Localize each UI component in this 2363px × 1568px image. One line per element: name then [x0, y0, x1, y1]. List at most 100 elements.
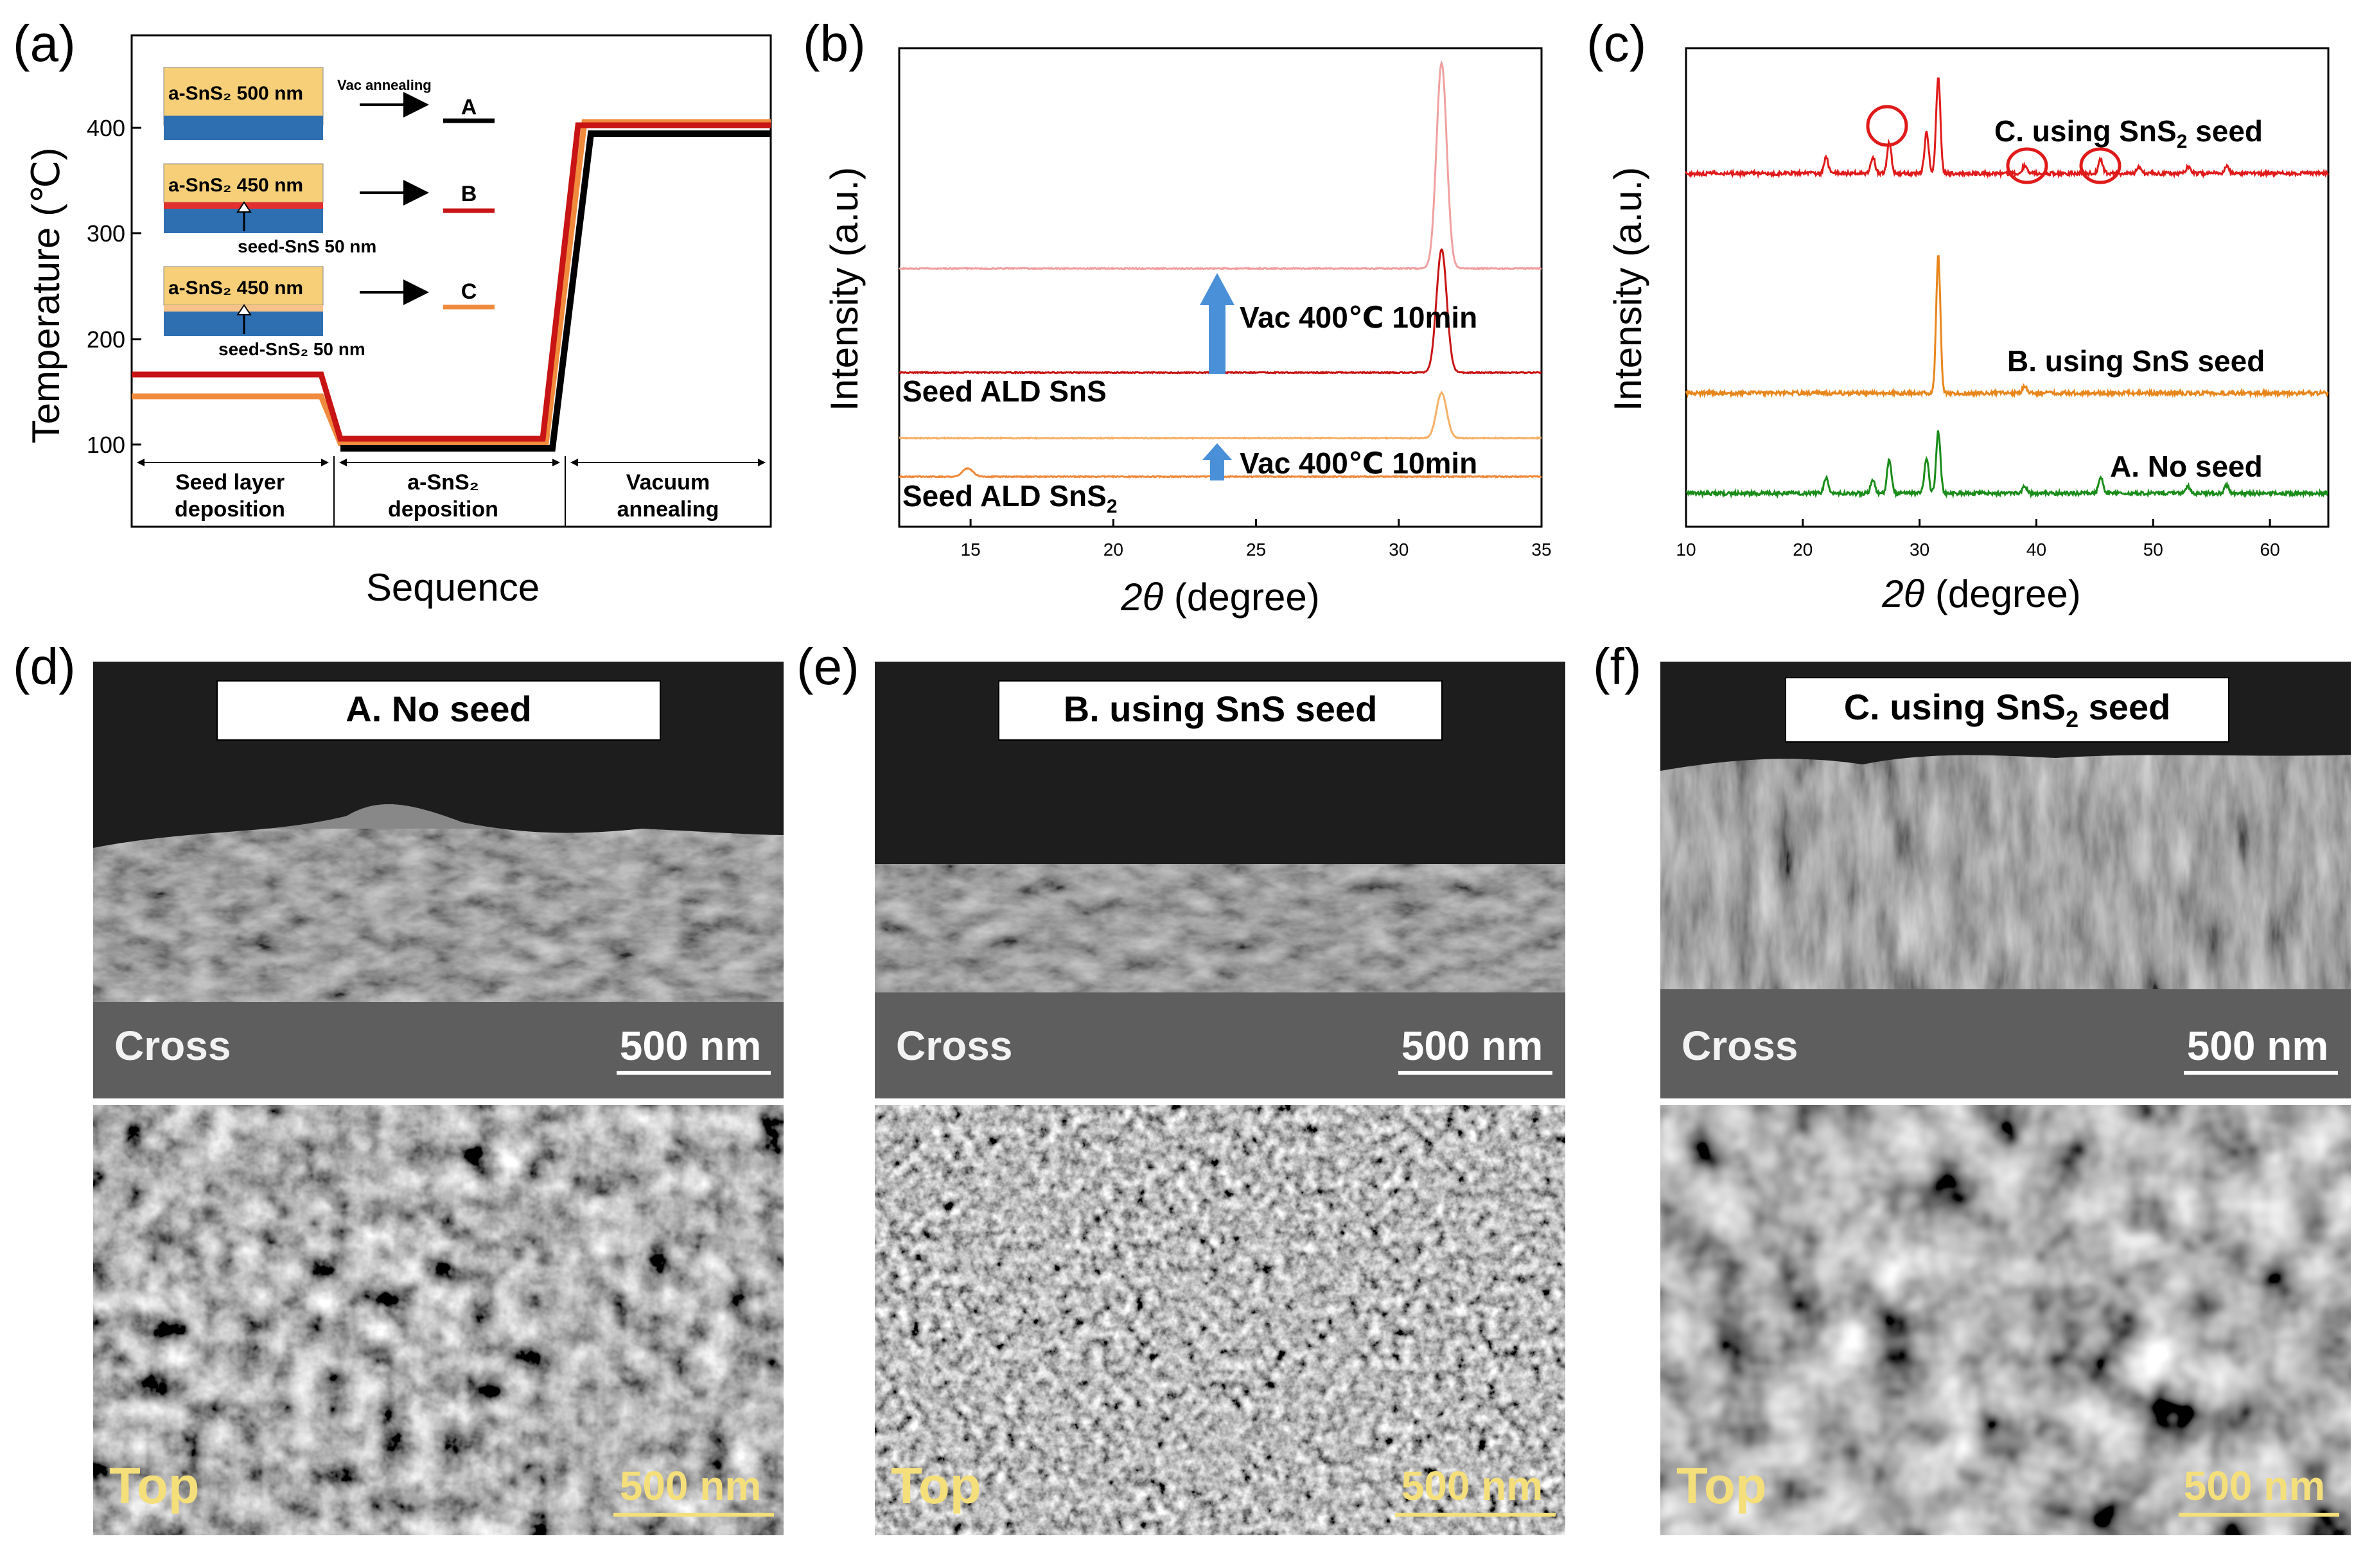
scale-text-cross: 500 nm — [620, 1023, 762, 1069]
panel-e-label: (e) — [796, 638, 859, 695]
vac-label-top: Vac 400℃ 10min — [1240, 301, 1477, 334]
sample-seed-label: seed-SnS₂ 50 nm — [218, 339, 365, 359]
panel-d-sem-no-seed: (d) A. No seed Cross 500 nm Top 500 nm — [13, 638, 784, 1535]
top-view-image — [1660, 1105, 2351, 1535]
panel-c-ylabel: Intensity (a.u.) — [1606, 167, 1649, 411]
panel-c-xaxis: 10 20 30 40 50 60 — [1676, 519, 2280, 559]
seed-sns-label: Seed ALD SnS — [902, 374, 1107, 408]
cross-label: Cross — [896, 1023, 1012, 1069]
profile-line-c — [132, 119, 771, 446]
sample-stack-b: a-SnS₂ 450 nm seed-SnS 50 nm B — [163, 163, 495, 256]
annealing-arrow-bottom — [1202, 443, 1232, 480]
xtick-label: 20 — [1103, 540, 1123, 559]
panel-b-ylabel: Intensity (a.u.) — [823, 167, 866, 411]
inset-note: Vac annealing — [337, 77, 432, 93]
sample-stack-a: a-SnS₂ 500 nm A — [163, 67, 495, 140]
panel-b-label: (b) — [803, 15, 866, 72]
panel-a-ytick-label: 100 — [87, 432, 125, 458]
series-label-b: B. using SnS seed — [2007, 344, 2265, 378]
panel-a-temperature-sequence: (a) Temperature (℃) Sequence 400 300 200… — [13, 15, 772, 609]
vac-label-bottom: Vac 400℃ 10min — [1240, 446, 1477, 480]
profile-line-b — [132, 122, 771, 442]
scale-text-top: 500 nm — [2184, 1463, 2326, 1509]
series-line — [899, 391, 1542, 441]
panel-c-label: (c) — [1586, 15, 1646, 72]
xtick-label: 40 — [2026, 540, 2046, 559]
top-label: Top — [1676, 1457, 1767, 1514]
scale-text-top: 500 nm — [1401, 1463, 1543, 1509]
profile-line-a — [340, 130, 771, 452]
panel-a-yticks: 400 300 200 100 — [87, 115, 141, 458]
panel-a-xlabel: Sequence — [366, 566, 540, 609]
xtick-label: 30 — [1389, 540, 1409, 559]
panel-c-traces — [1685, 77, 2330, 499]
series-line — [899, 60, 1542, 271]
series-line — [1685, 77, 2330, 179]
panel-b-xlabel: 2θ (degree) — [1120, 576, 1319, 619]
sample-letter: C — [461, 279, 477, 304]
stage-label: Seed layer — [175, 470, 285, 495]
stage-label: Vacuum — [626, 470, 710, 495]
series-line — [1685, 430, 2329, 499]
sample-stack-c: a-SnS₂ 450 nm seed-SnS₂ 50 nm C — [163, 266, 495, 359]
scale-text-cross: 500 nm — [2187, 1023, 2329, 1069]
stage-label: deposition — [175, 497, 285, 522]
sample-title: A. No seed — [346, 689, 531, 729]
title-box — [998, 680, 1443, 741]
xtick-label: 15 — [961, 540, 981, 559]
panel-a-label: (a) — [13, 15, 76, 72]
panel-b-plot-frame — [898, 47, 1543, 528]
sample-letter: A — [461, 95, 477, 119]
panel-a-ytick-label: 400 — [87, 115, 125, 141]
stage-label: deposition — [388, 497, 498, 522]
sample-structure-inset: Vac annealing a-SnS₂ 500 nm A a-SnS₂ 450… — [163, 67, 495, 359]
series-line — [1685, 255, 2329, 399]
stage-label: a-SnS₂ — [407, 470, 479, 495]
top-view-image — [875, 1105, 1565, 1535]
series-label-c: C. using SnS2 seed — [1994, 114, 2263, 152]
panel-a-ylabel: Temperature (℃) — [24, 148, 67, 444]
xtick-label: 60 — [2260, 540, 2280, 559]
panel-f-label: (f) — [1593, 638, 1642, 695]
xtick-label: 10 — [1676, 540, 1696, 559]
sample-seed-label: seed-SnS 50 nm — [238, 236, 376, 256]
scale-text-cross: 500 nm — [1401, 1023, 1543, 1069]
panel-b-traces — [898, 60, 1542, 479]
sample-letter: B — [461, 182, 477, 206]
annealing-arrow-top — [1200, 273, 1234, 374]
xtick-label: 50 — [2143, 540, 2163, 559]
cross-section-image — [1660, 662, 2351, 1098]
cross-label: Cross — [1682, 1023, 1798, 1069]
panel-a-plot-frame — [130, 34, 772, 528]
panel-b-xaxis: 15 20 25 30 35 — [961, 519, 1552, 559]
panel-f-sem-sns2-seed: (f) C. using SnS2 seed Cross 500 nm Top … — [1593, 638, 2351, 1535]
title-box — [216, 680, 661, 741]
panel-a-ytick-label: 300 — [87, 220, 125, 247]
sample-film-label: a-SnS₂ 450 nm — [168, 175, 303, 196]
xtick-label: 25 — [1246, 540, 1266, 559]
panel-d-label: (d) — [13, 638, 76, 695]
xtick-label: 20 — [1793, 540, 1813, 559]
panel-b-xrd-seed: (b) Intensity (a.u.) 2θ (degree) 15 20 25 3… — [803, 15, 1552, 619]
sample-title: C. using SnS2 seed — [1844, 687, 2171, 732]
top-view-image — [93, 1105, 784, 1535]
scale-text-top: 500 nm — [620, 1463, 762, 1509]
seed-sns2-label: Seed ALD SnS2 — [902, 479, 1118, 517]
sample-title: B. using SnS seed — [1064, 689, 1378, 729]
impurity-peak-markers — [1866, 105, 2121, 184]
panel-e-sem-sns-seed: (e) B. using SnS seed Cross 500 nm Top 5… — [796, 638, 1565, 1535]
panel-c-plot-frame — [1685, 47, 2330, 528]
stage-label: annealing — [617, 497, 719, 522]
sample-film-label: a-SnS₂ 500 nm — [168, 83, 303, 104]
sample-film-label: a-SnS₂ 450 nm — [168, 277, 303, 299]
top-label: Top — [109, 1457, 200, 1514]
cross-label: Cross — [114, 1023, 231, 1069]
xtick-label: 35 — [1531, 540, 1551, 559]
title-box — [1785, 677, 2229, 743]
panel-a-ytick-label: 200 — [87, 326, 125, 353]
series-label-a: A. No seed — [2110, 450, 2263, 483]
xtick-label: 30 — [1910, 540, 1929, 559]
panel-c-xlabel: 2θ (degree) — [1881, 572, 2080, 615]
panel-c-xrd-samples: (c) Intensity (a.u.) 2θ (degree) 10 20 30 4… — [1586, 15, 2330, 615]
